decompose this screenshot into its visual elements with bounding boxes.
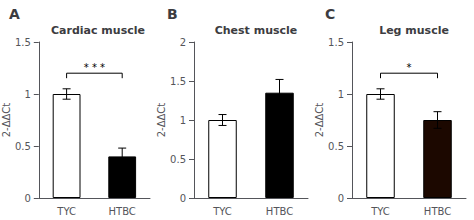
svg-text:0: 0 (180, 193, 186, 204)
svg-text:TYC: TYC (212, 206, 232, 217)
svg-text:2-ΔΔCt: 2-ΔΔCt (156, 103, 167, 138)
svg-text:0: 0 (338, 193, 344, 204)
svg-text:0.5: 0.5 (170, 154, 186, 165)
svg-text:TYC: TYC (370, 206, 390, 217)
svg-text:1: 1 (338, 89, 344, 100)
svg-text:0.5: 0.5 (328, 141, 344, 152)
svg-text:Leg muscle: Leg muscle (379, 24, 449, 37)
svg-text:* * *: * * * (84, 62, 105, 73)
svg-text:2-ΔΔCt: 2-ΔΔCt (1, 103, 12, 138)
svg-text:Chest muscle: Chest muscle (215, 24, 298, 37)
svg-text:HTBC: HTBC (424, 206, 451, 217)
svg-text:*: * (407, 62, 412, 73)
svg-text:B: B (167, 6, 178, 22)
svg-text:2-ΔΔCt: 2-ΔΔCt (314, 103, 325, 138)
svg-text:HTBC: HTBC (266, 206, 293, 217)
svg-text:0: 0 (24, 193, 30, 204)
svg-text:1.5: 1.5 (328, 37, 344, 48)
svg-text:0.5: 0.5 (15, 141, 31, 152)
svg-text:Cardiac muscle: Cardiac muscle (51, 24, 145, 37)
svg-text:TYC: TYC (56, 206, 76, 217)
svg-text:HTBC: HTBC (109, 206, 136, 217)
svg-text:A: A (9, 6, 20, 22)
svg-text:1.5: 1.5 (15, 37, 31, 48)
svg-text:1: 1 (24, 89, 30, 100)
svg-text:1: 1 (180, 115, 186, 126)
svg-text:C: C (325, 6, 335, 22)
svg-text:2: 2 (180, 37, 186, 48)
svg-text:1.5: 1.5 (170, 76, 186, 87)
